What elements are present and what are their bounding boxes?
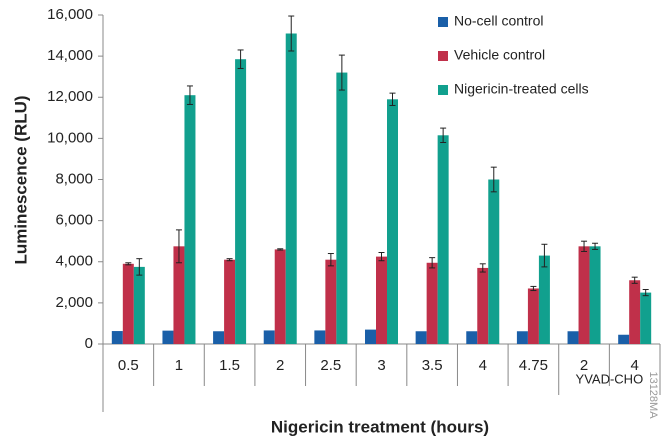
error-bar (631, 276, 638, 284)
bar (466, 331, 478, 344)
error-bar (226, 258, 233, 262)
error-bar (378, 251, 385, 262)
legend-swatch (438, 85, 448, 95)
error-bar (581, 240, 588, 252)
x-tick-label: 4 (631, 357, 639, 374)
y-tick-label: 6,000 (55, 212, 93, 229)
error-bar (592, 242, 599, 250)
x-axis-label: Nigericin treatment (hours) (271, 417, 489, 436)
bar (538, 255, 550, 344)
x-tick-label: 1 (175, 357, 183, 374)
bar (426, 262, 438, 344)
x-tick-label: 3 (377, 357, 385, 374)
x-tick-label: 2 (580, 357, 588, 374)
bar (376, 256, 387, 344)
bar (365, 329, 376, 344)
bar (567, 331, 579, 344)
legend-swatch (438, 51, 448, 61)
x-tick-label: 4.75 (519, 357, 548, 374)
bar (477, 267, 489, 344)
bar (133, 266, 145, 344)
bar (285, 33, 297, 344)
y-tick-label: 16,000 (47, 6, 93, 23)
error-bar (277, 248, 284, 251)
bar (589, 246, 601, 344)
group-label: YVAD-CHO (576, 371, 644, 386)
bar (640, 292, 652, 344)
bar (527, 288, 539, 344)
error-bar (186, 85, 193, 105)
bar (415, 331, 427, 344)
error-bar (327, 253, 334, 267)
bar (213, 331, 225, 344)
error-bar (541, 243, 548, 268)
y-tick-label: 12,000 (47, 88, 93, 105)
error-bar (530, 285, 537, 292)
bar (184, 95, 196, 344)
bar (274, 249, 286, 344)
bar (162, 330, 174, 344)
error-bar (440, 127, 447, 143)
error-bar (490, 166, 497, 193)
error-bar (429, 257, 436, 269)
error-bar (389, 92, 396, 106)
side-label: 13128MA (647, 371, 659, 419)
error-bar (136, 258, 143, 276)
legend-label: Nigericin-treated cells (454, 81, 589, 97)
bar (618, 334, 630, 344)
x-tick-label: 0.5 (118, 357, 139, 374)
bar (235, 59, 247, 344)
bar (325, 259, 337, 344)
y-axis-label: Luminescence (RLU) (11, 95, 30, 264)
bar (224, 259, 236, 344)
bar (122, 263, 134, 344)
error-bar (479, 263, 486, 273)
bar (263, 330, 275, 344)
x-tick-label: 1.5 (219, 357, 240, 374)
bar (336, 72, 348, 344)
x-tick-label: 3.5 (422, 357, 443, 374)
error-bar (125, 262, 132, 266)
error-bar (338, 54, 345, 91)
error-bar (175, 229, 182, 264)
legend-label: No-cell control (454, 13, 543, 29)
error-bar (237, 49, 244, 69)
y-tick-label: 10,000 (47, 129, 93, 146)
y-tick-label: 4,000 (55, 253, 93, 270)
x-tick-label: 2 (276, 357, 284, 374)
y-tick-label: 2,000 (55, 294, 93, 311)
bar (488, 179, 500, 344)
y-tick-label: 14,000 (47, 47, 93, 64)
bar (173, 246, 185, 344)
bar (437, 135, 449, 344)
x-tick-label: 2.5 (320, 357, 341, 374)
bar (387, 99, 398, 345)
bar (314, 330, 326, 344)
bar (629, 280, 641, 344)
error-bar (288, 15, 295, 52)
y-tick-label: 0 (85, 335, 93, 352)
bar (578, 246, 590, 344)
legend-label: Vehicle control (454, 47, 545, 63)
legend-swatch (438, 17, 448, 27)
error-bar (642, 289, 649, 297)
x-tick-label: 4 (479, 357, 487, 374)
y-tick-label: 8,000 (55, 170, 93, 187)
bar (111, 331, 123, 344)
bar (516, 331, 528, 344)
